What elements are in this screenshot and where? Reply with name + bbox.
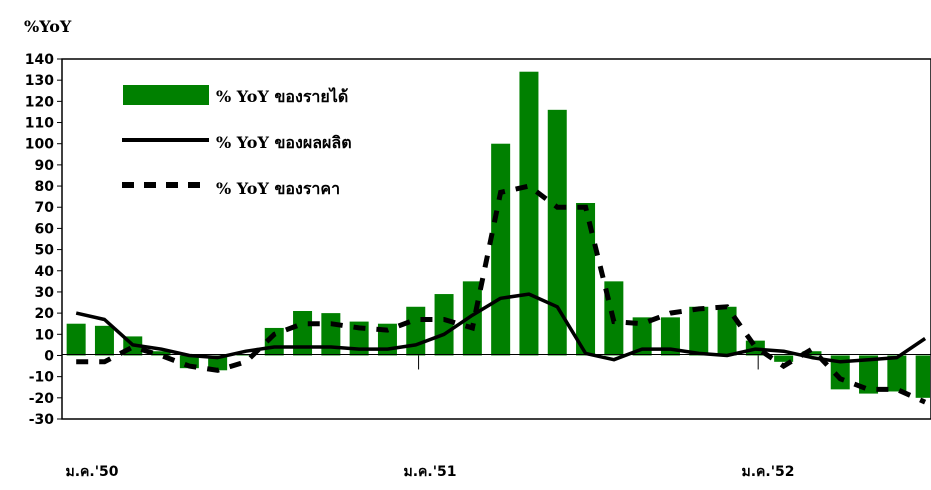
income-bar: [689, 306, 709, 356]
income-bars: [66, 71, 930, 398]
line-series: [75, 183, 927, 405]
y-unit-label: %YoY: [24, 17, 72, 36]
y-tick-label: 0: [44, 348, 54, 364]
income-bar: [519, 71, 539, 356]
x-tick-label: ม.ค.'52: [742, 464, 795, 480]
x-axis: ม.ค.'50 ม.ค.'51 ม.ค.'52: [66, 355, 795, 480]
income-bar: [293, 311, 313, 356]
income-bar: [859, 355, 879, 394]
income-bar: [462, 281, 482, 356]
y-tick-label: 80: [35, 179, 55, 195]
income-bar: [66, 323, 86, 356]
y-tick-label: 130: [25, 73, 54, 89]
income-bar: [887, 355, 907, 392]
y-tick-label: -10: [29, 370, 55, 386]
y-tick-label: 110: [25, 116, 54, 132]
x-tick-label: ม.ค.'50: [66, 464, 119, 480]
y-axis: -30 -20 -10 0 10 20 30 40 50 60 70 80 90 100 110 120 130…: [25, 52, 62, 428]
income-bar: [406, 306, 426, 356]
y-tick-label: 10: [35, 327, 55, 343]
income-bar: [151, 351, 171, 356]
y-tick-label: 50: [35, 243, 55, 259]
legend-label-price: % YoY ของราคา: [216, 179, 340, 198]
income-bar: [915, 355, 930, 398]
production-line: [75, 292, 927, 364]
plot-area-frame: [61, 58, 931, 420]
y-tick-label: 90: [35, 158, 55, 174]
y-tick-label: 120: [25, 94, 54, 110]
legend-label-income: % YoY ของรายได้: [216, 87, 348, 106]
income-bar: [434, 294, 454, 356]
y-tick-label: 40: [35, 264, 55, 280]
price-line: [76, 183, 927, 405]
y-tick-label: 20: [35, 306, 55, 322]
y-tick-label: 30: [35, 285, 55, 301]
legend: % YoY ของรายได้ % YoY ของผลผลิต % YoY ขอ…: [122, 85, 352, 198]
income-bar: [830, 355, 850, 390]
x-tick-label: ม.ค.'51: [404, 464, 457, 480]
y-tick-label: 70: [35, 200, 55, 216]
legend-label-production: % YoY ของผลผลิต: [216, 133, 352, 152]
income-bar: [632, 317, 652, 356]
y-tick-label: 100: [25, 137, 54, 153]
income-bar: [547, 109, 567, 356]
income-bar: [576, 203, 596, 356]
income-bar: [94, 325, 114, 356]
y-tick-label: 60: [35, 221, 55, 237]
income-bar: [717, 306, 737, 356]
y-tick-label: -20: [29, 391, 55, 407]
y-tick-label: -30: [29, 412, 55, 428]
income-bar: [236, 355, 256, 356]
income-bar: [208, 355, 228, 371]
income-bar: [491, 143, 511, 356]
income-bar: [802, 351, 822, 356]
y-tick-label: 140: [25, 52, 54, 68]
income-bar: [660, 317, 680, 356]
legend-swatch-income: [123, 85, 209, 105]
income-bar: [774, 355, 794, 362]
